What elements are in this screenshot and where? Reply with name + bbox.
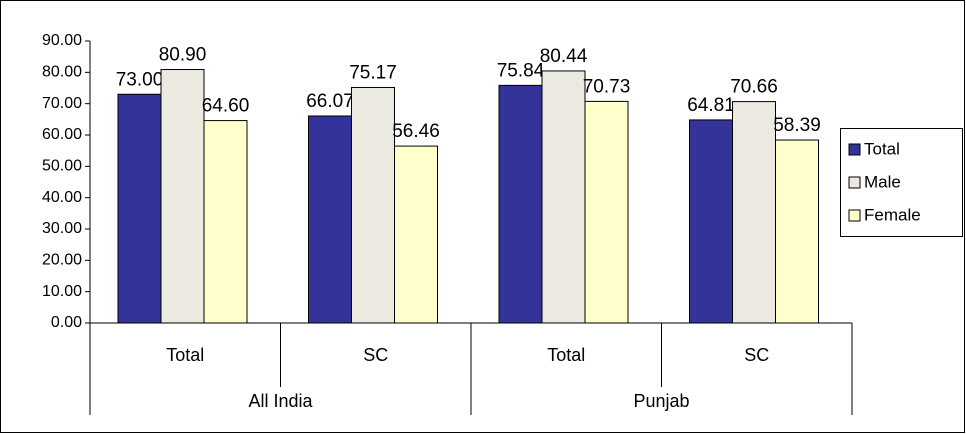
- bar: [775, 139, 819, 324]
- y-tick-label: 20.00: [42, 252, 82, 269]
- bar: [541, 70, 586, 324]
- legend-label: Female: [864, 205, 921, 224]
- y-tick-label: 90.00: [42, 32, 82, 49]
- bar: [732, 101, 776, 324]
- y-tick-label: 0.00: [51, 314, 82, 331]
- data-label: 80.90: [159, 45, 207, 66]
- y-tick-label: 50.00: [42, 158, 82, 175]
- bar: [351, 86, 395, 324]
- bar: [584, 100, 629, 324]
- data-label: 73.00: [116, 69, 164, 90]
- legend-swatch: [848, 209, 861, 222]
- group-label: Punjab: [633, 391, 689, 411]
- y-tick-label: 40.00: [42, 189, 82, 206]
- y-tick-label: 60.00: [42, 126, 82, 143]
- bar: [117, 93, 162, 324]
- data-label: 58.39: [773, 115, 821, 136]
- x-tick-label: SC: [744, 345, 769, 365]
- y-tick-label: 30.00: [42, 220, 82, 237]
- data-label: 56.46: [392, 121, 440, 142]
- data-label: 70.66: [730, 77, 778, 98]
- data-label: 75.17: [349, 62, 397, 83]
- y-tick-label: 70.00: [42, 95, 82, 112]
- bar: [689, 119, 733, 324]
- legend-swatch: [848, 176, 861, 189]
- legend-label: Male: [864, 172, 901, 191]
- bar: [203, 120, 248, 324]
- legend-label: Total: [864, 139, 900, 158]
- data-label: 70.73: [583, 76, 631, 97]
- data-label: 64.81: [687, 95, 735, 116]
- y-tick-label: 80.00: [42, 64, 82, 81]
- x-tick-label: SC: [363, 345, 388, 365]
- group-label: All India: [248, 391, 313, 411]
- y-tick-label: 10.00: [42, 283, 82, 300]
- legend-swatch: [848, 143, 861, 156]
- data-label: 64.60: [202, 96, 250, 117]
- data-label: 75.84: [497, 60, 545, 81]
- x-tick-label: Total: [547, 345, 585, 365]
- x-tick-label: Total: [166, 345, 204, 365]
- data-label: 66.07: [306, 91, 354, 112]
- bar: [394, 145, 438, 324]
- bar: [498, 84, 543, 324]
- bar: [160, 69, 205, 324]
- data-label: 80.44: [540, 46, 588, 67]
- bar: [308, 115, 352, 324]
- legend-box: [840, 128, 963, 237]
